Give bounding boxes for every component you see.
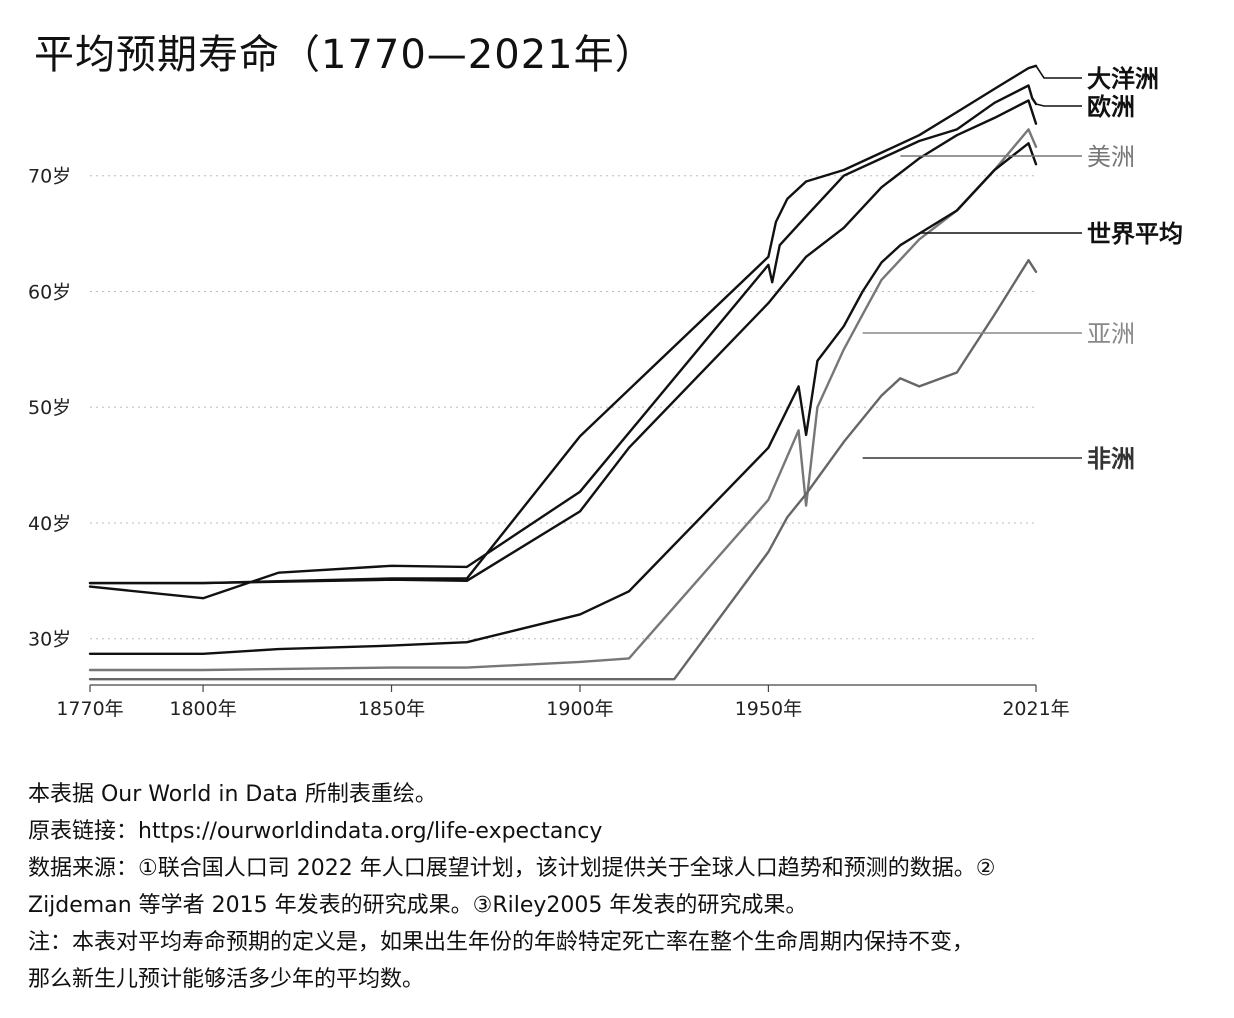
y-tick-label: 60岁 [28, 281, 71, 303]
x-tick-label: 1770年 [56, 698, 123, 720]
y-tick-label: 50岁 [28, 397, 71, 419]
x-tick-label: 1900年 [546, 698, 613, 720]
x-tick-label: 1800年 [169, 698, 236, 720]
legend-leader-line [1035, 103, 1082, 107]
y-tick-label: 40岁 [28, 513, 71, 535]
chart-title: 平均预期寿命（1770—2021年） [34, 32, 656, 78]
note-line-1: 本表据 Our World in Data 所制表重绘。 [28, 782, 437, 807]
source-notes: 本表据 Our World in Data 所制表重绘。 原表链接：https:… [28, 776, 1218, 998]
legend-label: 世界平均 [1087, 220, 1183, 248]
series-line-2 [88, 99, 1038, 585]
legend-label: 亚洲 [1087, 320, 1135, 348]
series-line-3 [88, 142, 1038, 655]
note-line-3: 数据来源：①联合国人口司 2022 年人口展望计划，该计划提供关于全球人口趋势和… [28, 856, 996, 881]
x-tick-label: 1950年 [735, 698, 802, 720]
note-line-6: 那么新生儿预计能够活多少年的平均数。 [28, 967, 425, 992]
y-tick-label: 70岁 [28, 166, 71, 188]
y-axis-ticks: 30岁 40岁 50岁 60岁 70岁 [28, 166, 71, 651]
legend-label: 非洲 [1087, 445, 1135, 473]
legend-leader-line [1035, 65, 1082, 79]
note-line-2: 原表链接：https://ourworldindata.org/life-exp… [28, 819, 603, 844]
legend-label: 欧洲 [1087, 93, 1135, 121]
series-line-5 [88, 259, 1038, 681]
x-tick-label: 2021年 [1002, 698, 1069, 720]
note-line-4: Zijdeman 等学者 2015 年发表的研究成果。③Riley2005 年发… [28, 893, 808, 918]
note-line-5: 注：本表对平均寿命预期的定义是，如果出生年份的年龄特定死亡率在整个生命周期内保持… [28, 930, 975, 955]
series-lines [88, 64, 1038, 681]
series-line-0 [88, 64, 1038, 585]
x-tick-label: 1850年 [358, 698, 425, 720]
legend-label: 美洲 [1087, 143, 1135, 171]
legend-label: 大洋洲 [1087, 65, 1159, 93]
series-line-1 [88, 84, 1038, 600]
grid-lines [90, 175, 1036, 640]
y-tick-label: 30岁 [28, 629, 71, 651]
life-expectancy-chart: 30岁 40岁 50岁 60岁 70岁 1770年 1800年 1850年 1900年 1950… [28, 64, 1183, 720]
x-axis: 1770年 1800年 1850年 1900年 1950年 2021年 [56, 684, 1070, 720]
